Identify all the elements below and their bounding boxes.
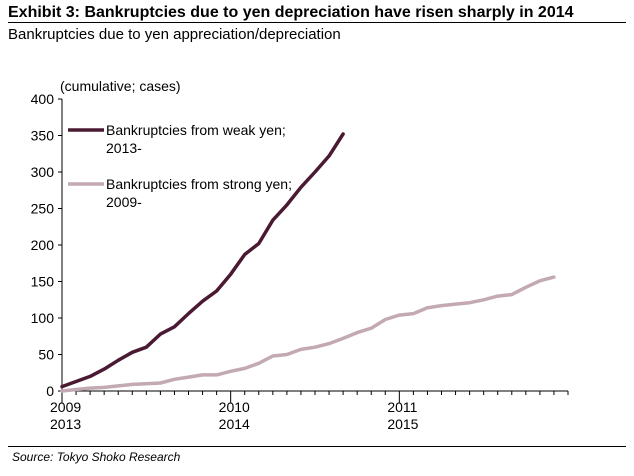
source-note: Source: Tokyo Shoko Research <box>12 450 181 464</box>
y-tick-label: 200 <box>31 237 55 253</box>
x-tick-label-secondary: 2015 <box>387 416 418 432</box>
y-tick-label: 50 <box>38 347 54 363</box>
y-axis-label: (cumulative; cases) <box>60 78 181 94</box>
x-tick-label: 2010 <box>219 399 250 415</box>
series-line-1 <box>60 132 345 389</box>
chart-legend: Bankruptcies from weak yen; 2013- Bankrupt… <box>68 122 292 210</box>
legend-label-1: Bankruptcies from weak yen; 2013- <box>106 122 286 156</box>
legend-label-2: Bankruptcies from strong yen; 2009- <box>106 176 292 210</box>
x-tick-label-secondary: 2014 <box>219 416 250 432</box>
footer-divider <box>8 446 626 447</box>
x-tick-label-secondary: 2013 <box>50 416 81 432</box>
y-tick-label: 300 <box>31 164 55 180</box>
y-tick-label: 400 <box>31 91 55 107</box>
x-tick-label: 2011 <box>387 399 417 415</box>
series-line-2 <box>60 275 556 393</box>
y-tick-label: 150 <box>31 274 55 290</box>
chart-subtitle: Bankruptcies due to yen appreciation/dep… <box>8 26 341 43</box>
title-divider <box>8 22 626 23</box>
chart-series <box>60 132 556 393</box>
y-tick-label: 350 <box>31 128 55 144</box>
y-tick-label: 0 <box>46 383 54 399</box>
y-tick-label: 250 <box>31 201 55 217</box>
x-tick-label: 2009 <box>50 399 81 415</box>
y-tick-label: 100 <box>31 310 55 326</box>
chart-title: Exhibit 3: Bankruptcies due to yen depre… <box>8 4 574 21</box>
